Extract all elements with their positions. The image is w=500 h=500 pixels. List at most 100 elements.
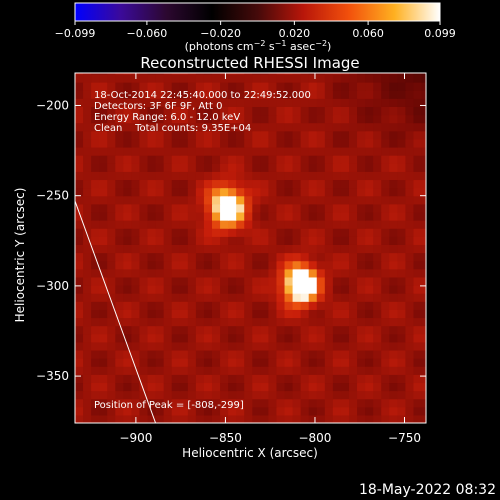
heatmap-pixel	[147, 73, 157, 83]
heatmap-pixel	[107, 276, 116, 286]
heatmap-pixel	[228, 366, 237, 375]
heatmap-pixel	[397, 82, 407, 91]
heatmap-pixel	[397, 98, 407, 107]
heatmap-pixel	[83, 73, 92, 83]
heatmap-pixel	[276, 90, 286, 99]
heatmap-pixel	[203, 325, 213, 335]
heatmap-pixel	[389, 284, 398, 294]
heatmap-pixel	[357, 309, 366, 319]
heatmap-pixel	[268, 220, 278, 229]
heatmap-pixel	[389, 268, 398, 278]
heatmap-pixel	[139, 374, 149, 384]
heatmap-pixel	[397, 73, 407, 75]
heatmap-pixel	[236, 301, 245, 310]
heatmap-pixel	[373, 155, 382, 164]
heatmap-pixel	[236, 244, 245, 254]
heatmap-pixel	[284, 98, 294, 107]
heatmap-pixel	[187, 73, 197, 75]
heatmap-pixel	[260, 333, 270, 343]
heatmap-pixel	[195, 130, 205, 140]
heatmap-pixel	[228, 228, 237, 237]
heatmap-pixel	[365, 82, 374, 91]
heatmap-pixel	[171, 106, 181, 116]
heatmap-pixel	[268, 382, 278, 392]
heatmap-pixel	[83, 284, 92, 294]
heatmap-pixel	[365, 138, 374, 148]
heatmap-pixel	[421, 374, 426, 384]
heatmap-pixel	[381, 106, 390, 116]
heatmap-pixel	[179, 260, 189, 270]
heatmap-pixel	[348, 220, 358, 229]
heatmap-pixel	[163, 390, 173, 400]
heatmap-pixel	[340, 276, 350, 286]
heatmap-pixel	[340, 155, 350, 164]
heatmap-pixel	[236, 122, 245, 132]
heatmap-pixel	[413, 98, 423, 107]
heatmap-pixel	[179, 114, 189, 124]
heatmap-pixel	[179, 309, 189, 319]
heatmap-pixel	[357, 349, 366, 359]
heatmap-pixel	[389, 341, 398, 351]
heatmap-pixel	[421, 349, 426, 359]
heatmap-pixel	[292, 195, 302, 205]
heatmap-pixel	[179, 268, 189, 278]
heatmap-pixel	[405, 390, 415, 400]
heatmap-pixel	[187, 187, 197, 197]
heatmap-pixel	[195, 163, 205, 172]
heatmap-pixel	[300, 358, 310, 367]
heatmap-pixel	[147, 187, 157, 197]
heatmap-pixel	[316, 374, 326, 384]
heatmap-pixel	[179, 406, 189, 416]
heatmap-pixel	[171, 398, 181, 408]
heatmap-pixel	[405, 260, 415, 270]
heatmap-pixel	[163, 366, 173, 375]
heatmap-pixel	[99, 398, 108, 408]
heatmap-pixel	[276, 268, 286, 278]
heatmap-pixel	[203, 358, 213, 367]
heatmap-pixel	[187, 244, 197, 254]
heatmap-pixel	[292, 163, 302, 172]
heatmap-pixel	[179, 73, 189, 83]
heatmap-pixel	[405, 252, 415, 262]
heatmap-pixel	[405, 130, 415, 140]
heatmap-pixel	[252, 171, 261, 181]
heatmap-pixel	[365, 317, 374, 327]
heatmap-pixel	[276, 382, 286, 392]
heatmap-pixel	[324, 414, 334, 423]
heatmap-pixel	[244, 146, 253, 156]
heatmap-pixel	[284, 358, 294, 367]
heatmap-pixel	[268, 317, 278, 327]
heatmap-pixel	[276, 293, 286, 302]
heatmap-pixel	[260, 293, 270, 302]
heatmap-pixel	[236, 155, 245, 164]
heatmap-pixel	[316, 284, 326, 294]
heatmap-pixel	[163, 276, 173, 286]
heatmap-pixel	[171, 138, 181, 148]
heatmap-pixel	[163, 374, 173, 384]
heatmap-pixel	[171, 163, 181, 172]
heatmap-pixel	[397, 260, 407, 270]
footer-timestamp: 18-May-2022 08:32	[359, 482, 496, 498]
heatmap-pixel	[252, 203, 261, 213]
heatmap-pixel	[115, 146, 124, 156]
heatmap-pixel	[316, 73, 326, 83]
heatmap-pixel	[357, 374, 366, 384]
heatmap-pixel	[340, 333, 350, 343]
heatmap-pixel	[284, 341, 294, 351]
heatmap-pixel	[348, 163, 358, 172]
heatmap-pixel	[91, 187, 100, 197]
heatmap-pixel	[123, 187, 133, 197]
heatmap-pixel	[83, 130, 92, 140]
heatmap-pixel	[163, 130, 173, 140]
heatmap-pixel	[268, 284, 278, 294]
heatmap-pixel	[373, 228, 382, 237]
axis-ticks: −900 −850 −800 −750−200−250−300−350	[36, 73, 426, 445]
heatmap-pixel	[332, 106, 342, 116]
heatmap-pixel	[195, 414, 205, 423]
heatmap-pixel	[381, 82, 390, 91]
heatmap-pixel	[123, 414, 133, 423]
heatmap-pixel	[203, 260, 213, 270]
heatmap-pixel	[357, 284, 366, 294]
heatmap-pixel	[300, 155, 310, 164]
heatmap-pixel	[171, 390, 181, 400]
